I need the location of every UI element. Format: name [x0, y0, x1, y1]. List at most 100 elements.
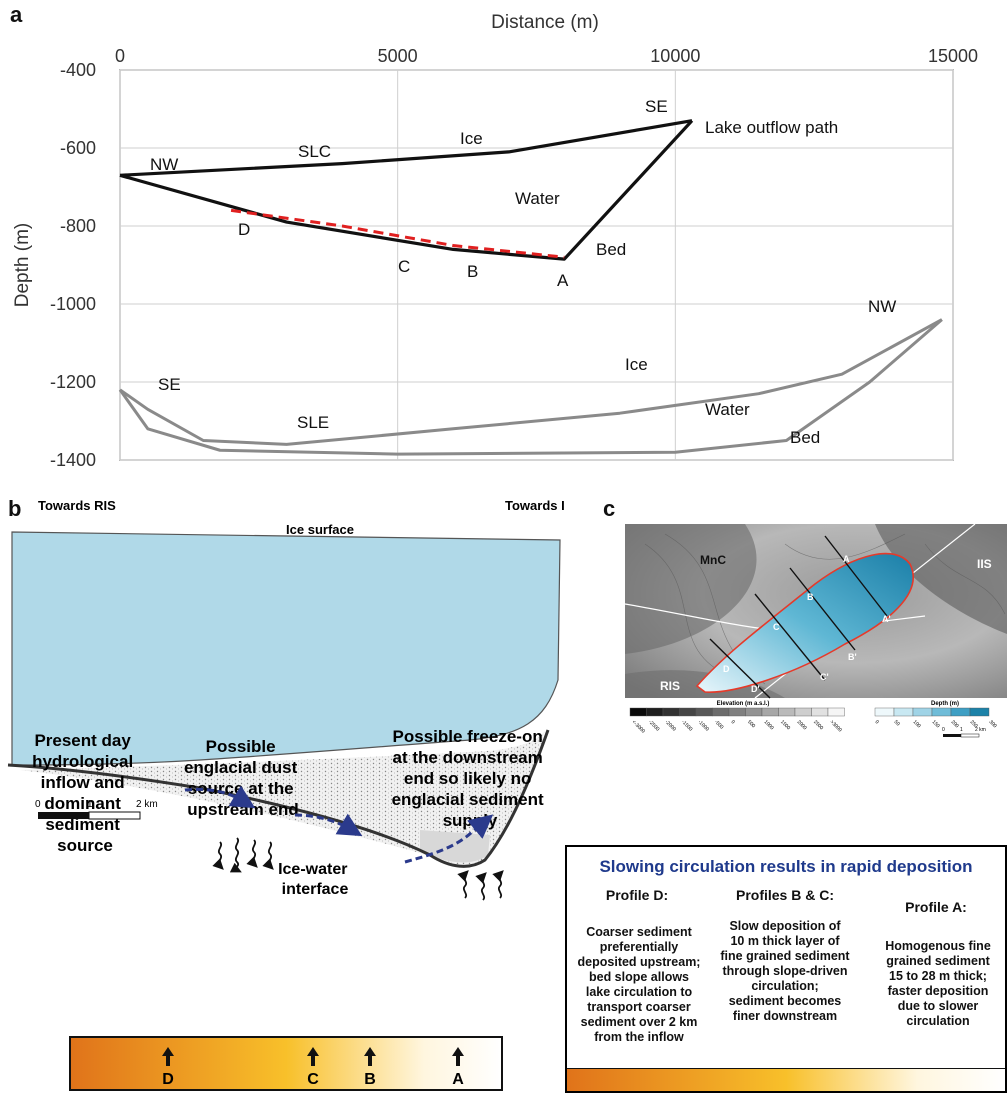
svg-text:MnC: MnC: [700, 553, 726, 567]
panel-a-letter: a: [10, 2, 23, 27]
sle-water-label: Water: [705, 400, 750, 419]
x-tick-label: 5000: [378, 46, 418, 66]
slc-se-label: SE: [645, 97, 668, 116]
svg-text:0: 0: [942, 727, 945, 733]
circulation-arrows: [184, 785, 494, 864]
depth-profile-chart: 0 5000 10000 15000 -400 -600 -800 -1000 -1200 -14…: [12, 12, 978, 470]
slc-ice-surface-line: [119, 119, 693, 177]
profile-annotations: NW SLC Ice SE Lake outflow path Water Be…: [150, 97, 896, 447]
depth-swatch: [969, 707, 990, 717]
svg-text:C: C: [307, 1071, 319, 1088]
profile-b-label: B: [467, 262, 478, 281]
depth-tick: 200: [950, 719, 960, 729]
svg-text:D: D: [723, 664, 730, 674]
svg-text:C': C': [820, 672, 829, 682]
profile-a-label: A: [557, 271, 569, 290]
depth-swatch: [912, 707, 933, 717]
elevation-swatch: [728, 707, 746, 717]
elevation-tick: -1000: [697, 719, 710, 732]
lake-map: A A' B B' C C' D D' MnC IIS RIS Elevatio…: [625, 524, 1007, 738]
elevation-tick: -2000: [664, 719, 677, 732]
sle-se-label: SE: [158, 375, 181, 394]
series-group: [118, 119, 943, 456]
panel-c-letter: c: [603, 496, 616, 521]
sediment-layer: [20, 730, 545, 865]
y-tick-label: -800: [60, 216, 96, 236]
slc-label: SLC: [298, 142, 331, 161]
grain-size-bar: [69, 1036, 503, 1091]
deposition-summary-box: Slowing circulation results in rapid dep…: [565, 845, 1007, 1093]
sle-bed-line: [118, 318, 943, 456]
y-tick-label: -600: [60, 138, 96, 158]
elevation-tick: -1500: [680, 719, 693, 732]
x-tick-label: 10000: [650, 46, 700, 66]
elevation-swatch: [761, 707, 779, 717]
slc-bed-line: [119, 119, 694, 261]
profile-a-heading: Profile A:: [905, 899, 967, 915]
svg-text:A: A: [843, 554, 850, 564]
elevation-swatch: [778, 707, 796, 717]
elevation-tick: -500: [713, 719, 724, 730]
dust-source-text: Possible englacial dust source at the up…: [184, 737, 302, 819]
freeze-on-wavy-arrows: [457, 870, 504, 901]
map-scale-bar: 0 1 2 km: [942, 727, 986, 738]
elevation-swatch: [811, 707, 829, 717]
slc-profile-dashed-line: [230, 208, 565, 259]
scale-bar: 0 1 2 km: [35, 799, 158, 820]
sle-bed-label: Bed: [790, 428, 820, 447]
profiles-bc-heading: Profiles B & C:: [735, 887, 834, 903]
svg-text:C: C: [773, 622, 780, 632]
svg-text:A: A: [452, 1071, 464, 1088]
x-axis-title: Distance (m): [491, 12, 599, 33]
profile-d-label: D: [238, 220, 250, 239]
ice-water-interface-label: Ice-water interface: [278, 861, 352, 898]
svg-text:2 km: 2 km: [136, 799, 158, 810]
elevation-legend: Elevation (m a.s.l.) <-3000 -2500 -2000 -15…: [629, 701, 845, 735]
svg-text:1: 1: [87, 799, 93, 810]
svg-text:RIS: RIS: [660, 679, 680, 693]
sle-nw-label: NW: [868, 297, 896, 316]
depth-legend: Depth (m) 0 50 100 150 200 250 300: [874, 701, 998, 729]
profile-point-labels: A A' B B' C C' D D': [723, 554, 891, 694]
elevation-swatch: [827, 707, 845, 717]
elevation-swatch: [679, 707, 697, 717]
fine-sediment: [420, 830, 490, 863]
depth-tick: 300: [988, 719, 998, 729]
lake-outflow-label: Lake outflow path: [705, 118, 838, 137]
svg-text:Depth (m): Depth (m): [931, 701, 959, 707]
slc-water-label: Water: [515, 189, 560, 208]
depth-swatch: [874, 707, 895, 717]
x-tick-label: 0: [115, 46, 125, 66]
y-tick-label: -1200: [50, 372, 96, 392]
y-tick-label: -1000: [50, 294, 96, 314]
svg-text:IIS: IIS: [977, 557, 992, 571]
summary-gradient-bar: [567, 1068, 1005, 1091]
depth-swatch: [931, 707, 952, 717]
profile-d-description: Coarser sediment preferentially deposited…: [577, 925, 701, 1044]
elevation-swatch: [629, 707, 647, 717]
svg-text:D: D: [162, 1071, 174, 1088]
elevation-swatch: [745, 707, 763, 717]
elevation-swatch: [646, 707, 664, 717]
inflow-text: Present day hydrological inflow and domi…: [32, 731, 138, 855]
svg-text:B: B: [364, 1071, 376, 1088]
svg-text:B: B: [807, 592, 814, 602]
depth-tick: 250: [969, 719, 979, 729]
elevation-tick: >3000: [829, 719, 843, 733]
x-tick-label: 15000: [928, 46, 978, 66]
elevation-tick: <-3000: [631, 719, 647, 735]
svg-text:A': A': [882, 614, 891, 624]
elevation-swatch: [662, 707, 680, 717]
summary-title: Slowing circulation results in rapid dep…: [599, 857, 973, 876]
svg-text:0: 0: [35, 799, 41, 810]
sle-ice-label: Ice: [625, 355, 648, 374]
panel-b-letter: b: [8, 496, 22, 521]
towards-ris-label: Towards RIS: [38, 498, 116, 513]
svg-text:1: 1: [960, 727, 963, 733]
y-tick-label: -400: [60, 60, 96, 80]
sle-ice-surface-line: [119, 318, 943, 446]
dust-wavy-arrows: [212, 837, 274, 873]
lake-bed: [7, 729, 550, 868]
elevation-tick: 1000: [763, 719, 775, 731]
profiles-bc-description: Slow deposition of 10 m thick layer of fi…: [720, 919, 850, 1023]
